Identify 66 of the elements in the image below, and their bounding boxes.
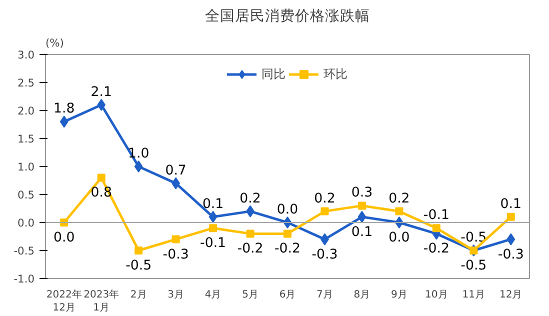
x-tick-label: 2022年 12月 [46,288,82,314]
y-tick-label: 2.5 [18,76,35,90]
point [209,224,218,232]
y-tick-label: -0.5 [14,244,35,258]
point [208,210,218,223]
legend-label: 同比 [262,66,286,82]
data-label: -0.2 [423,242,450,257]
data-label: 2.1 [90,84,112,100]
data-label: 1.8 [54,102,75,117]
y-tick-label: 3.0 [18,48,35,62]
data-label: 0.0 [388,230,410,246]
data-label: -0.2 [237,242,264,257]
point [506,212,515,221]
x-tick-label: 2023年 1月 [84,288,120,314]
point [395,207,404,216]
data-label: 0.7 [165,163,186,178]
point [320,207,329,216]
x-tick-label: 7月 [316,290,333,300]
data-label: -0.3 [312,247,338,262]
point [246,230,254,238]
y-tick-label: 0.5 [18,188,35,202]
data-label: -0.1 [200,236,226,252]
y-tick-label: 1.0 [18,160,35,174]
data-label: -0.5 [460,258,487,274]
point [97,98,106,111]
legend-label: 环比 [324,66,348,82]
point [97,174,106,182]
data-label: -0.2 [274,242,301,257]
x-tick-label: 8月 [354,290,370,300]
data-label: -0.1 [423,208,450,224]
point [134,246,143,254]
y-tick-label: 2.0 [18,104,35,118]
point [358,202,366,210]
x-tick-label: 5月 [242,290,258,300]
x-tick-label: 4月 [204,290,222,300]
data-label: 0.0 [276,202,298,218]
x-tick-label: 9月 [391,290,408,300]
x-tick-label: 12月 [500,290,522,300]
point [358,210,366,223]
x-tick-label: 11月 [462,290,486,300]
data-label: 0.1 [500,196,522,212]
point [172,235,180,244]
data-label: 0.0 [54,230,75,246]
x-tick-label: 10月 [425,290,448,300]
y-axis-title: (%) [46,36,64,50]
point [432,224,440,232]
y-tick-label: 1.5 [18,132,35,146]
y-tick-label: -1.0 [14,272,35,286]
data-label: 0.1 [351,224,373,240]
data-label: 0.2 [240,191,261,206]
chart-title: 全国居民消费价格涨跌幅 [205,8,370,24]
point [284,230,292,238]
data-label: 0.1 [202,196,224,212]
point [60,116,68,128]
y-tick-label: 0.0 [18,216,35,230]
data-label: 0.3 [351,186,373,201]
data-label: -0.3 [162,247,189,262]
x-tick-label: 6月 [279,290,296,300]
x-tick-label: 2月 [130,290,147,300]
data-label: -0.5 [126,258,152,274]
data-label: -0.3 [498,247,524,262]
point [134,160,143,172]
data-label: 0.2 [388,191,410,206]
data-label: 0.2 [314,191,336,206]
x-tick-label: 3月 [168,290,184,300]
point [506,233,516,246]
